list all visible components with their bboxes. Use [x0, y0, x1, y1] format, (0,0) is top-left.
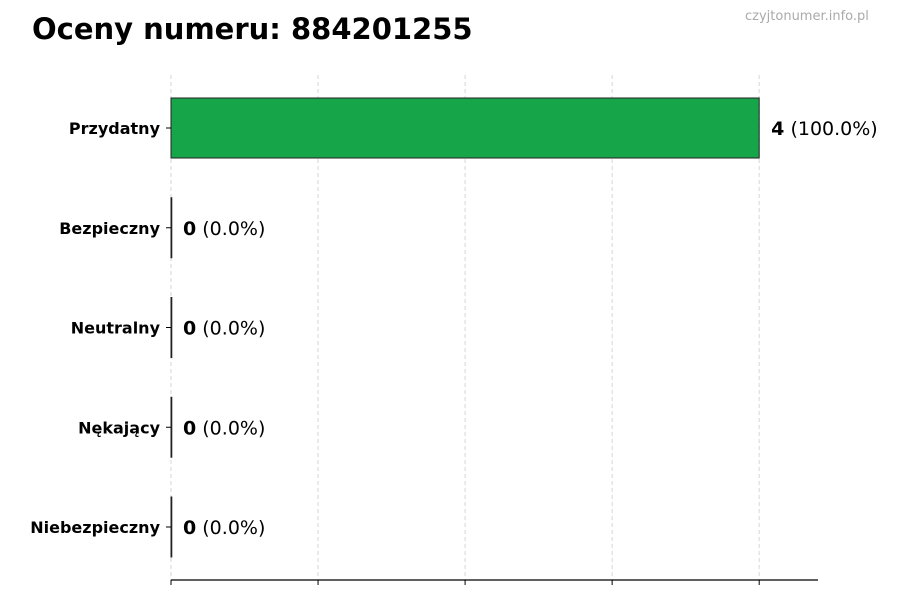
data-label-percent: (0.0%)	[196, 218, 265, 240]
y-tick-label: Neutralny	[71, 319, 161, 338]
data-label: 0 (0.0%)	[183, 318, 265, 340]
data-label: 0 (0.0%)	[183, 517, 265, 539]
data-label-count: 4	[771, 118, 784, 140]
bar	[170, 97, 760, 159]
bar	[170, 496, 173, 558]
watermark: czyjtonumer.info.pl	[745, 9, 869, 24]
data-label-percent: (0.0%)	[196, 417, 265, 439]
data-label-count: 0	[183, 318, 196, 340]
y-tick-label: Nękający	[78, 418, 160, 437]
data-label-count: 0	[183, 417, 196, 439]
y-tick-label: Niebezpieczny	[30, 518, 160, 537]
bar	[170, 396, 173, 458]
data-label-count: 0	[183, 517, 196, 539]
bar	[170, 197, 173, 259]
data-label: 0 (0.0%)	[183, 218, 265, 240]
y-tick-label: Bezpieczny	[59, 219, 160, 238]
data-label: 4 (100.0%)	[771, 118, 878, 140]
data-label-percent: (0.0%)	[196, 517, 265, 539]
y-tick-label: Przydatny	[69, 119, 161, 138]
bar	[170, 297, 173, 358]
data-label: 0 (0.0%)	[183, 417, 265, 439]
data-label-percent: (100.0%)	[784, 118, 877, 140]
data-label-percent: (0.0%)	[196, 318, 265, 340]
data-label-count: 0	[183, 218, 196, 240]
chart-title: Oceny numeru: 884201255	[32, 12, 473, 46]
